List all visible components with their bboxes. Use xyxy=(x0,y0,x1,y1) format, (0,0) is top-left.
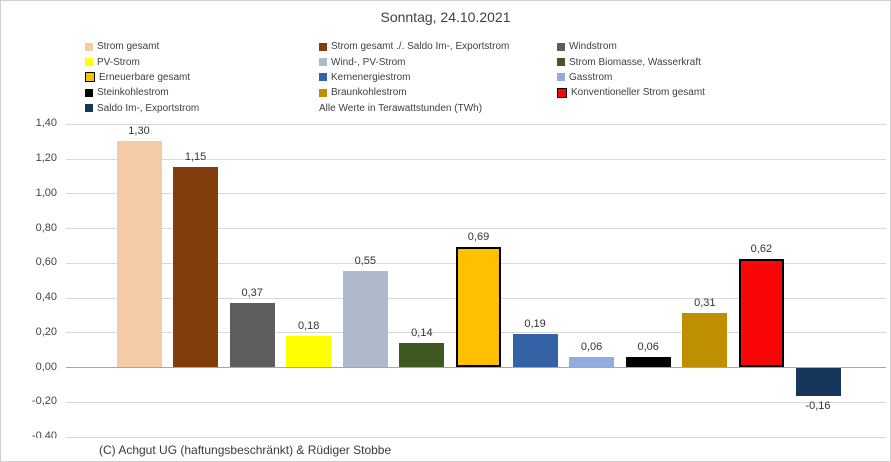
bar-pv-strom xyxy=(286,335,332,367)
legend-item: Erneuerbare gesamt xyxy=(85,72,319,83)
bar-windstrom xyxy=(229,302,275,367)
bar-value-label: 0,37 xyxy=(241,286,263,299)
bar-gasstrom xyxy=(569,356,615,367)
bar-wind-pv-strom xyxy=(342,271,388,367)
legend-label: Strom Biomasse, Wasserkraft xyxy=(569,56,701,68)
legend-label: Strom gesamt xyxy=(97,41,160,53)
y-axis-tick-label: 1,00 xyxy=(35,186,57,199)
legend-item: Strom gesamt xyxy=(85,41,319,52)
legend-label: Saldo Im-, Exportstrom xyxy=(97,102,200,114)
legend-item: Strom gesamt ./. Saldo Im-, Exportstrom xyxy=(319,41,557,52)
bar-konventioneller-strom-gesamt xyxy=(738,259,784,367)
legend-item: Strom Biomasse, Wasserkraft xyxy=(557,57,705,68)
bar-erneuerbare-gesamt xyxy=(456,247,501,367)
legend-swatch-icon xyxy=(319,88,327,97)
legend-swatch-icon xyxy=(85,72,95,83)
legend-item: Konventioneller Strom gesamt xyxy=(557,87,705,98)
bar-braunkohlestrom xyxy=(682,313,728,367)
gridline xyxy=(66,158,886,160)
legend-swatch-icon xyxy=(85,104,93,113)
legend-item: PV-Strom xyxy=(85,57,319,68)
bar-strom-gesamt xyxy=(116,141,162,367)
legend-label: Windstrom xyxy=(569,41,617,53)
legend-label: Kernenergiestrom xyxy=(331,71,411,83)
gridline xyxy=(66,193,886,195)
y-axis-tick-label: 0,00 xyxy=(35,360,57,373)
bar-value-label: 0,06 xyxy=(580,340,603,353)
bar-strom-biomasse-wasserkraft xyxy=(399,342,445,367)
unit-note: Alle Werte in Terawattstunden (TWh) xyxy=(319,102,483,114)
legend-item: Saldo Im-, Exportstrom xyxy=(85,103,319,114)
legend-item: Steinkohlestrom xyxy=(85,87,319,98)
legend-swatch-icon xyxy=(319,58,327,67)
bar-value-label: 0,69 xyxy=(467,231,490,244)
gridline xyxy=(66,436,886,438)
legend-label: Wind-, PV-Strom xyxy=(331,56,406,68)
chart-title: Sonntag, 24.10.2021 xyxy=(380,9,511,25)
bar-value-label: 0,18 xyxy=(297,319,320,332)
y-axis-tick-label: 0,20 xyxy=(35,325,57,338)
legend-swatch-icon xyxy=(557,42,565,51)
legend-label: Konventioneller Strom gesamt xyxy=(571,87,705,99)
copyright-text: (C) Achgut UG (haftungsbeschränkt) & Rüd… xyxy=(99,443,392,457)
legend: Strom gesamt Strom gesamt ./. Saldo Im-, … xyxy=(85,39,705,116)
legend-swatch-icon xyxy=(557,87,567,98)
legend-label: Gasstrom xyxy=(569,71,613,83)
legend-swatch-icon xyxy=(85,88,93,97)
gridline xyxy=(66,401,886,403)
bar-value-label: 1,30 xyxy=(128,125,150,138)
bar-value-label: 0,62 xyxy=(750,243,773,256)
legend-swatch-icon xyxy=(557,58,565,67)
gridline xyxy=(66,228,886,229)
bar-value-label: 0,06 xyxy=(637,340,659,353)
bar-value-label: -0,16 xyxy=(805,399,831,412)
legend-label: Steinkohlestrom xyxy=(97,87,169,99)
y-axis-tick-label: 1,20 xyxy=(35,152,57,164)
legend-item: Braunkohlestrom xyxy=(319,87,557,98)
legend-label: Erneuerbare gesamt xyxy=(99,71,191,83)
y-axis-tick-label: 1,40 xyxy=(35,117,57,130)
x-axis-line xyxy=(66,367,886,368)
legend-item: Windstrom xyxy=(557,41,705,52)
y-axis-tick-label: 0,60 xyxy=(35,256,57,269)
legend-label: Strom gesamt ./. Saldo Im-, Exportstrom xyxy=(331,41,510,53)
bar-value-label: 0,31 xyxy=(694,297,716,310)
bar-steinkohlestrom xyxy=(625,356,671,367)
legend-label: PV-Strom xyxy=(97,56,140,68)
legend-swatch-icon xyxy=(319,73,327,82)
bar-kernenergiestrom xyxy=(512,334,558,367)
bar-value-label: 0,14 xyxy=(411,326,433,339)
footer-background xyxy=(1,438,527,461)
legend-item: Wind-, PV-Strom xyxy=(319,57,557,68)
bar-strom-gesamt-saldo-im-exportstrom xyxy=(173,167,219,367)
legend-swatch-icon xyxy=(85,58,93,67)
bar-value-label: 0,19 xyxy=(524,318,546,330)
legend-swatch-icon xyxy=(319,42,327,51)
bar-value-label: 1,15 xyxy=(184,151,207,164)
bar-saldo-im-exportstrom xyxy=(795,368,841,396)
y-axis-tick-label: 0,80 xyxy=(35,221,57,234)
legend-swatch-icon xyxy=(557,73,565,82)
legend-swatch-icon xyxy=(85,42,93,51)
bar-value-label: 0,55 xyxy=(354,255,376,268)
gridline xyxy=(66,123,886,125)
legend-item: Kernenergiestrom xyxy=(319,72,557,83)
legend-label: Braunkohlestrom xyxy=(331,87,407,99)
y-axis-tick-label: 0,40 xyxy=(35,291,57,303)
legend-item: Gasstrom xyxy=(557,72,705,83)
y-axis-tick-label: -0,20 xyxy=(31,395,57,408)
